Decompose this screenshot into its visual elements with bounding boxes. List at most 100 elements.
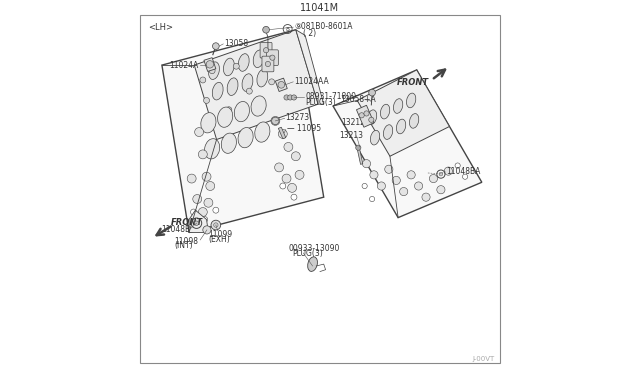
Circle shape bbox=[263, 58, 269, 64]
Circle shape bbox=[204, 97, 209, 103]
Polygon shape bbox=[204, 58, 216, 71]
Circle shape bbox=[439, 172, 443, 176]
Text: J-00VT: J-00VT bbox=[472, 356, 495, 362]
Circle shape bbox=[246, 88, 252, 94]
Text: (EXH): (EXH) bbox=[209, 235, 230, 244]
Circle shape bbox=[202, 172, 211, 181]
Text: 13273: 13273 bbox=[285, 113, 310, 122]
Ellipse shape bbox=[380, 104, 390, 119]
Ellipse shape bbox=[212, 82, 223, 100]
Circle shape bbox=[422, 193, 430, 201]
Circle shape bbox=[213, 207, 219, 213]
Circle shape bbox=[204, 198, 213, 207]
Text: 00933-13090: 00933-13090 bbox=[289, 244, 340, 253]
Text: 13058+A: 13058+A bbox=[340, 95, 376, 104]
Circle shape bbox=[226, 107, 232, 113]
Text: PLUG(3): PLUG(3) bbox=[305, 98, 336, 107]
Circle shape bbox=[206, 182, 215, 190]
Text: 11098: 11098 bbox=[174, 237, 198, 246]
Circle shape bbox=[264, 48, 269, 53]
Ellipse shape bbox=[201, 113, 216, 133]
Circle shape bbox=[364, 111, 369, 116]
Circle shape bbox=[234, 63, 239, 69]
Circle shape bbox=[369, 196, 374, 202]
Circle shape bbox=[269, 79, 275, 85]
Ellipse shape bbox=[218, 107, 233, 127]
Text: FRONT: FRONT bbox=[397, 78, 429, 87]
Ellipse shape bbox=[410, 113, 419, 128]
Circle shape bbox=[437, 186, 445, 194]
Circle shape bbox=[202, 217, 207, 222]
Circle shape bbox=[203, 226, 211, 234]
Circle shape bbox=[378, 182, 385, 190]
Text: 08931-71800: 08931-71800 bbox=[305, 92, 356, 101]
Circle shape bbox=[359, 113, 364, 118]
Ellipse shape bbox=[238, 128, 253, 148]
Text: ( 2): ( 2) bbox=[303, 29, 316, 38]
Circle shape bbox=[455, 163, 460, 168]
Text: 13212: 13212 bbox=[342, 118, 365, 126]
Text: 11099: 11099 bbox=[209, 230, 232, 239]
Ellipse shape bbox=[406, 93, 416, 108]
Ellipse shape bbox=[257, 69, 268, 87]
Ellipse shape bbox=[308, 257, 317, 272]
Circle shape bbox=[399, 187, 408, 196]
Ellipse shape bbox=[223, 58, 234, 76]
Polygon shape bbox=[278, 127, 286, 139]
Ellipse shape bbox=[396, 119, 406, 134]
Circle shape bbox=[385, 165, 393, 173]
Circle shape bbox=[444, 167, 452, 175]
Text: ⑨081B0-8601A: ⑨081B0-8601A bbox=[294, 22, 353, 31]
Ellipse shape bbox=[367, 110, 377, 125]
Circle shape bbox=[370, 171, 378, 179]
Circle shape bbox=[275, 163, 284, 172]
Circle shape bbox=[369, 117, 374, 122]
Circle shape bbox=[198, 208, 207, 217]
Polygon shape bbox=[296, 30, 324, 104]
Polygon shape bbox=[162, 30, 324, 232]
Polygon shape bbox=[356, 105, 374, 127]
Circle shape bbox=[209, 68, 215, 74]
Ellipse shape bbox=[221, 133, 236, 153]
Circle shape bbox=[271, 116, 280, 125]
Circle shape bbox=[287, 95, 293, 100]
Circle shape bbox=[214, 223, 218, 227]
Circle shape bbox=[271, 117, 279, 125]
Ellipse shape bbox=[227, 78, 238, 96]
Text: <LH>: <LH> bbox=[148, 23, 173, 32]
Circle shape bbox=[191, 209, 196, 215]
Text: 13213: 13213 bbox=[339, 131, 364, 140]
Circle shape bbox=[278, 129, 287, 138]
Circle shape bbox=[415, 182, 422, 190]
Polygon shape bbox=[357, 70, 449, 156]
Text: 11024AA: 11024AA bbox=[294, 77, 329, 86]
Circle shape bbox=[356, 145, 361, 150]
Circle shape bbox=[198, 150, 207, 159]
Circle shape bbox=[270, 55, 275, 60]
Circle shape bbox=[284, 142, 293, 151]
Text: 8: 8 bbox=[285, 26, 289, 32]
Circle shape bbox=[429, 174, 438, 183]
FancyBboxPatch shape bbox=[266, 50, 278, 65]
Circle shape bbox=[407, 171, 415, 179]
Circle shape bbox=[291, 152, 300, 161]
Text: 11024A: 11024A bbox=[170, 61, 198, 70]
Ellipse shape bbox=[205, 139, 220, 159]
Text: PLUG(3): PLUG(3) bbox=[292, 249, 323, 258]
Ellipse shape bbox=[383, 125, 393, 140]
Polygon shape bbox=[357, 148, 363, 164]
Circle shape bbox=[282, 174, 291, 183]
Text: — 11095: — 11095 bbox=[287, 124, 321, 133]
Circle shape bbox=[266, 61, 271, 67]
Circle shape bbox=[211, 220, 221, 230]
Circle shape bbox=[362, 183, 367, 189]
Ellipse shape bbox=[255, 122, 270, 142]
Text: 13058: 13058 bbox=[224, 39, 248, 48]
Circle shape bbox=[212, 43, 219, 49]
FancyBboxPatch shape bbox=[262, 56, 274, 72]
Circle shape bbox=[291, 194, 297, 200]
Circle shape bbox=[369, 89, 376, 96]
Ellipse shape bbox=[242, 74, 253, 92]
Circle shape bbox=[463, 174, 468, 179]
Circle shape bbox=[280, 183, 286, 189]
